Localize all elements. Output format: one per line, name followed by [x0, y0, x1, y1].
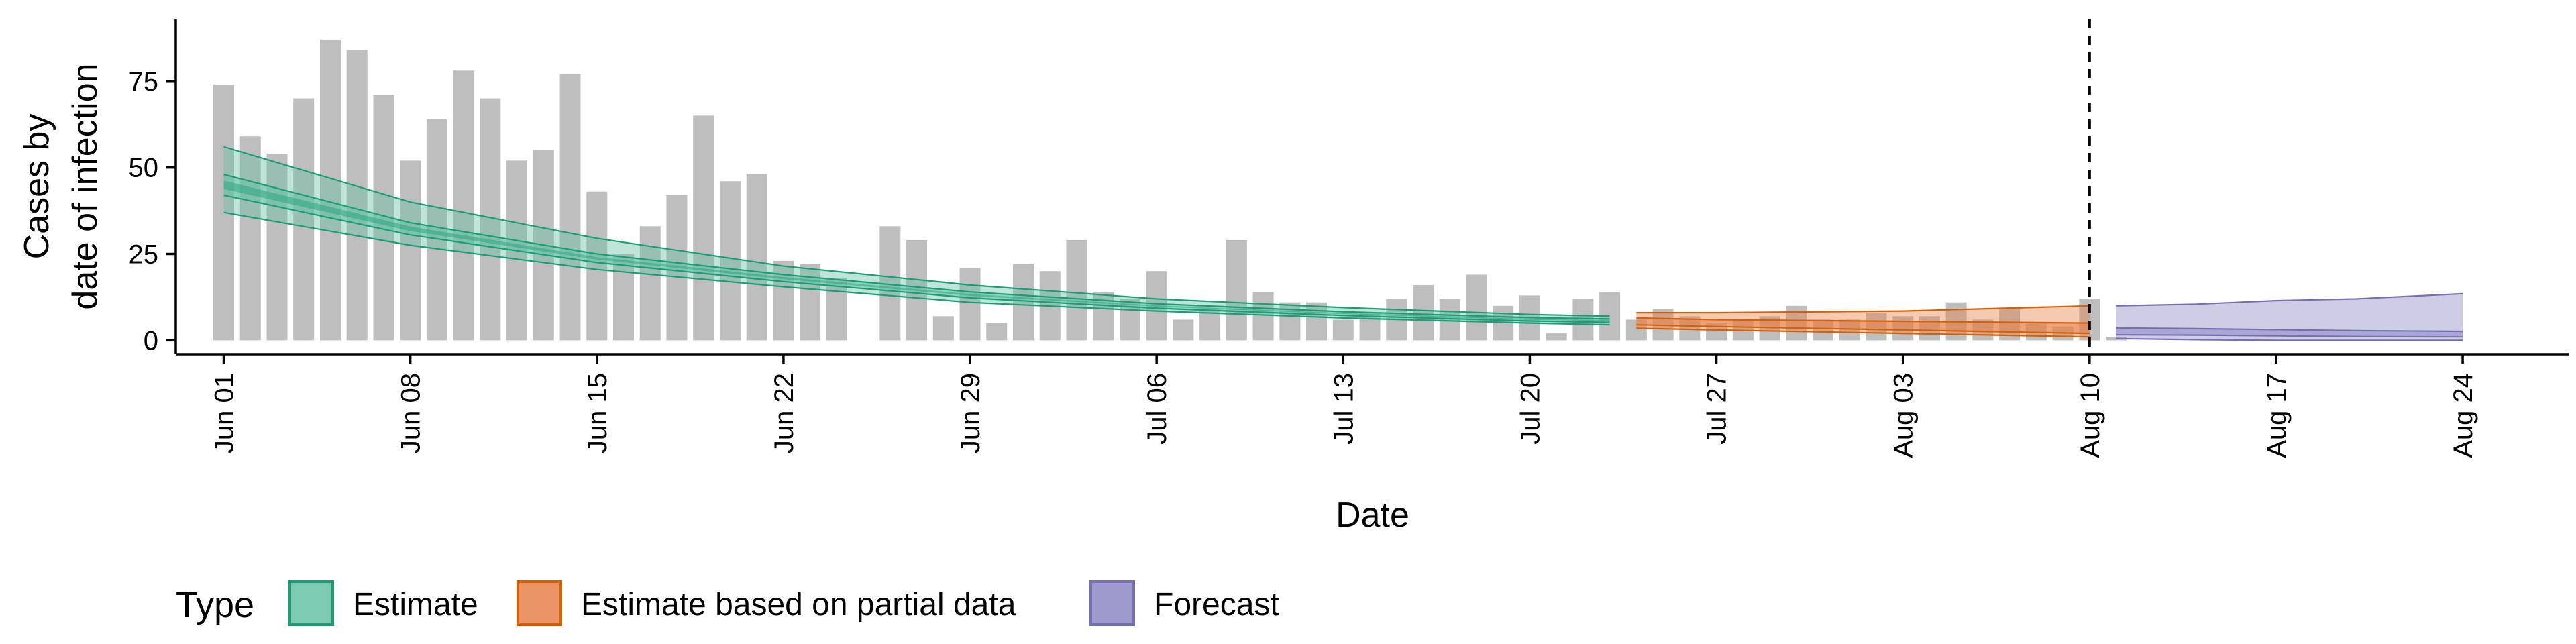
- bars: [213, 39, 2127, 341]
- x-tick-label: Jun 15: [583, 373, 612, 453]
- x-tick-label: Jul 13: [1329, 373, 1358, 445]
- series-2-inner-lower-line: [2116, 334, 2463, 338]
- x-tick-label: Jul 06: [1142, 373, 1172, 445]
- legend-label-estimate: Estimate: [353, 587, 478, 623]
- bar: [1252, 292, 1274, 341]
- legend-key-estimate: [288, 580, 334, 626]
- legend-title: Type: [176, 585, 254, 625]
- series-1-inner-lower-line: [1636, 324, 2090, 335]
- x-tick-label: Aug 03: [1889, 373, 1919, 458]
- bar: [613, 254, 635, 341]
- bar: [1359, 313, 1381, 341]
- bar: [1199, 309, 1221, 341]
- series-1-outer-upper-line: [1636, 305, 2090, 314]
- bar: [1173, 319, 1194, 341]
- series-0-outer-upper-line: [223, 146, 1610, 317]
- bar: [239, 136, 261, 341]
- series-0-inner-upper-line: [223, 173, 1610, 320]
- x-tick-label: Jun 01: [210, 373, 239, 453]
- bar: [959, 268, 981, 341]
- bar: [826, 278, 847, 341]
- x-tick-label: Aug 17: [2262, 373, 2292, 458]
- series-1-outer-lower-line: [1636, 327, 2090, 338]
- bar: [693, 115, 714, 341]
- x-tick-label: Jun 08: [396, 373, 426, 453]
- legend-label-forecast: Forecast: [1154, 587, 1279, 623]
- bar: [400, 160, 421, 341]
- bar: [1466, 274, 1487, 341]
- estimate-bands: [223, 146, 2463, 341]
- bar: [719, 181, 741, 341]
- series-1-inner-band: [1636, 317, 2090, 334]
- bar: [1226, 239, 1247, 341]
- bar: [266, 154, 288, 341]
- bar: [1439, 299, 1460, 341]
- bar: [1306, 302, 1328, 341]
- bar: [639, 226, 661, 341]
- bar: [453, 70, 474, 341]
- bar: [1066, 239, 1087, 341]
- x-tick-label: Jul 20: [1515, 373, 1545, 445]
- y-tick-label: 25: [129, 240, 159, 270]
- y-tick-label: 75: [129, 67, 159, 97]
- y-tick-label: 0: [144, 326, 158, 356]
- bar: [346, 50, 368, 341]
- series-2-inner-upper-line: [2116, 327, 2463, 333]
- x-tick-label: Aug 10: [2076, 373, 2105, 458]
- x-tick-label: Jun 29: [956, 373, 985, 453]
- y-axis-title-line-1: Cases by: [17, 114, 56, 260]
- y-axis-title-line-2: date of infection: [66, 63, 105, 309]
- bar: [1546, 333, 1567, 341]
- x-axis: Jun 01 Jun 08 Jun 15 Jun 22 Jun 29 Jul 06 Jul …: [210, 354, 2478, 458]
- legend-label-partial: Estimate based on partial data: [581, 587, 1016, 623]
- y-tick-label: 50: [129, 154, 159, 183]
- bar: [1412, 284, 1434, 341]
- x-tick-label: Jun 22: [769, 373, 799, 453]
- legend: Type Estimate Estimate based on partial …: [176, 580, 1279, 626]
- x-tick-label: Aug 24: [2449, 373, 2478, 458]
- series-0-outer-lower-line: [223, 211, 1610, 326]
- bar: [746, 174, 767, 341]
- series-0-inner-lower-line: [223, 194, 1610, 323]
- bar: [559, 74, 581, 341]
- bar: [293, 98, 315, 341]
- bar: [986, 323, 1008, 341]
- series-2-outer-lower-line: [2116, 337, 2463, 341]
- bar: [1332, 319, 1354, 341]
- y-axis: 0 25 50 75: [129, 67, 176, 356]
- bar: [1013, 264, 1034, 341]
- series-2-outer-upper-line: [2116, 292, 2463, 307]
- x-axis-title: Date: [1336, 496, 1409, 535]
- legend-key-partial: [517, 580, 562, 626]
- bar: [586, 191, 608, 341]
- bar: [932, 316, 954, 341]
- bar: [319, 39, 341, 341]
- legend-key-forecast: [1089, 580, 1135, 626]
- series-1-inner-upper-line: [1636, 317, 2090, 324]
- x-tick-label: Jul 27: [1703, 373, 1732, 445]
